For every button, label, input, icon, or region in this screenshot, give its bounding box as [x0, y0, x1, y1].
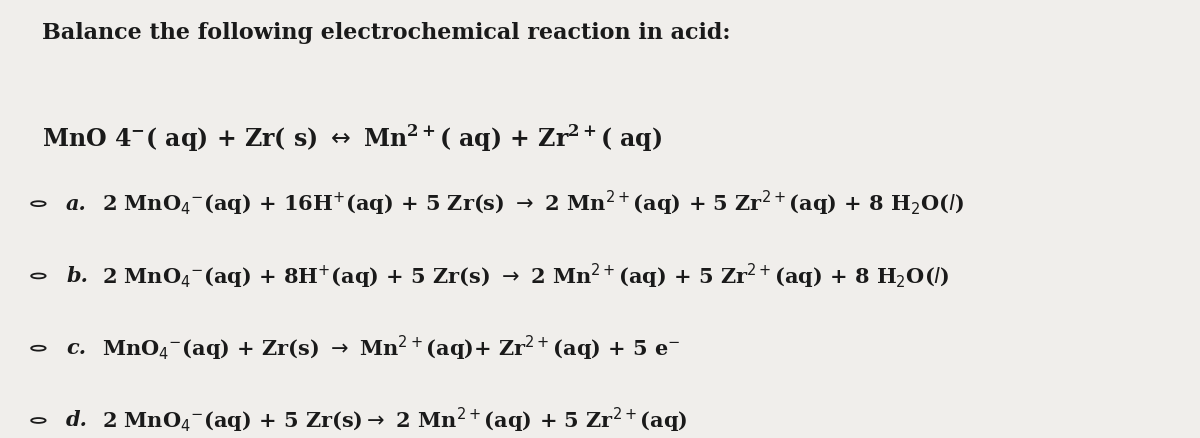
Text: Balance the following electrochemical reaction in acid:: Balance the following electrochemical re… — [42, 22, 731, 44]
Text: b.: b. — [66, 266, 88, 286]
Text: 2 MnO$_4$$^{-}$(aq) + 5 Zr(s)$\rightarrow$ 2 Mn$^{2+}$(aq) + 5 Zr$^{2+}$(aq): 2 MnO$_4$$^{-}$(aq) + 5 Zr(s)$\rightarro… — [102, 406, 688, 435]
Text: MnO$_4$$^{-}$(aq) + Zr(s) $\rightarrow$ Mn$^{2+}$(aq)+ Zr$^{2+}$(aq) + 5 e$^{-}$: MnO$_4$$^{-}$(aq) + Zr(s) $\rightarrow$ … — [102, 334, 680, 363]
Text: 2 MnO$_4$$^{-}$(aq) + 8H$^{+}$(aq) + 5 Zr(s) $\rightarrow$ 2 Mn$^{2+}$(aq) + 5 Z: 2 MnO$_4$$^{-}$(aq) + 8H$^{+}$(aq) + 5 Z… — [102, 261, 949, 290]
Text: a.: a. — [66, 194, 86, 214]
Text: d.: d. — [66, 410, 88, 431]
Text: c.: c. — [66, 338, 86, 358]
Text: 2 MnO$_4$$^{-}$(aq) + 16H$^{+}$(aq) + 5 Zr(s) $\rightarrow$ 2 Mn$^{2+}$(aq) + 5 : 2 MnO$_4$$^{-}$(aq) + 16H$^{+}$(aq) + 5 … — [102, 189, 964, 218]
Text: MnO 4$^{\mathregular{-}}$( aq) + Zr( s) $\leftrightarrow$ Mn$^{\mathregular{2+}}: MnO 4$^{\mathregular{-}}$( aq) + Zr( s) … — [42, 123, 662, 154]
